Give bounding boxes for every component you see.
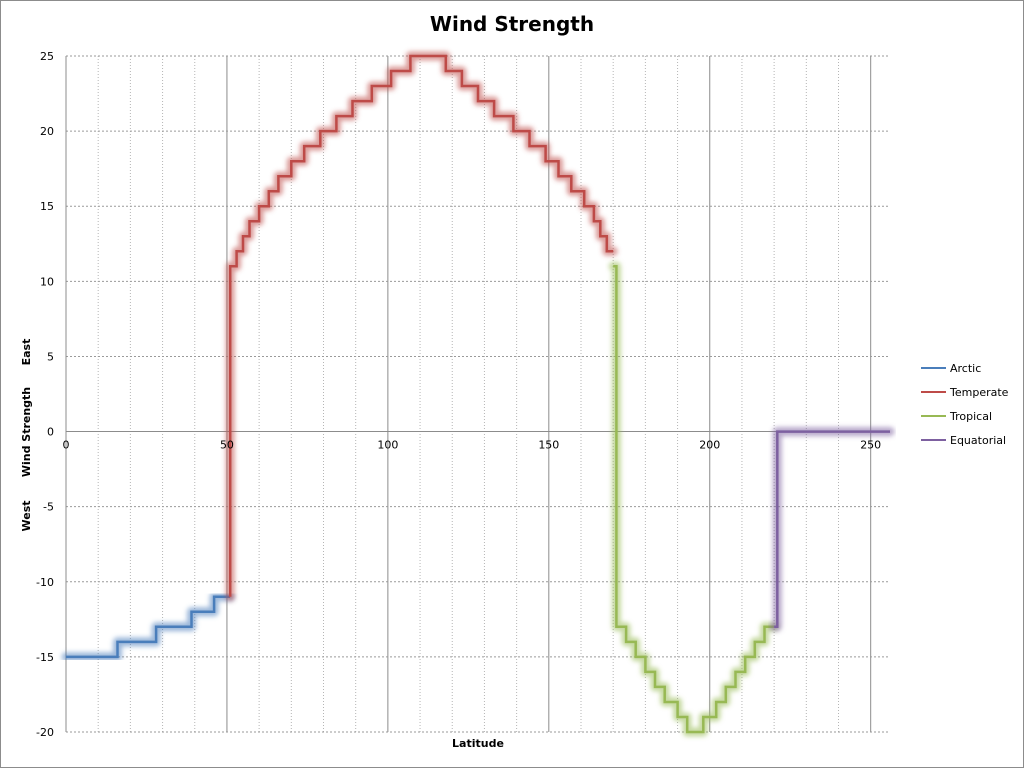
y-tick-label: -5	[43, 501, 54, 514]
y-tick-label: 10	[40, 275, 54, 288]
y-axis-east-label: East	[20, 339, 33, 366]
axes	[65, 56, 890, 732]
y-tick-label: 20	[40, 125, 54, 138]
y-tick-label: -20	[36, 726, 54, 739]
series-glow-equatorial	[769, 427, 895, 632]
x-tick-label: 250	[860, 439, 881, 452]
y-tick-label: 25	[40, 50, 54, 63]
legend: Arctic Temperate Tropical Equatorial	[921, 362, 1009, 447]
legend-label-equatorial: Equatorial	[950, 434, 1006, 447]
series-line-temperate	[228, 54, 614, 597]
x-tick-label: 50	[220, 439, 234, 452]
series-glow-temperate	[225, 51, 618, 602]
x-tick-label: 100	[377, 439, 398, 452]
y-axis-title: Wind Strength	[20, 387, 33, 477]
series-line-tropical	[613, 265, 775, 734]
y-tick-label: 5	[47, 350, 54, 363]
series-glow-tropical	[608, 261, 779, 737]
y-tick-label: -15	[36, 651, 54, 664]
series-layer	[61, 51, 895, 737]
legend-label-temperate: Temperate	[949, 386, 1009, 399]
y-tick-label: -10	[36, 576, 54, 589]
y-tick-label: 15	[40, 200, 54, 213]
x-tick-label: 200	[699, 439, 720, 452]
legend-label-arctic: Arctic	[950, 362, 981, 375]
x-tick-label: 150	[538, 439, 559, 452]
chart-title: Wind Strength	[429, 12, 595, 36]
grid	[66, 55, 890, 733]
series-line-equatorial	[774, 430, 890, 629]
x-tick-label: 0	[63, 439, 70, 452]
series-glow-arctic	[61, 592, 235, 662]
x-axis-title: Latitude	[452, 737, 504, 750]
y-tick-label: 0	[47, 426, 54, 439]
y-axis-west-label: West	[20, 500, 33, 531]
legend-label-tropical: Tropical	[949, 410, 992, 423]
series-line-arctic	[66, 595, 231, 659]
